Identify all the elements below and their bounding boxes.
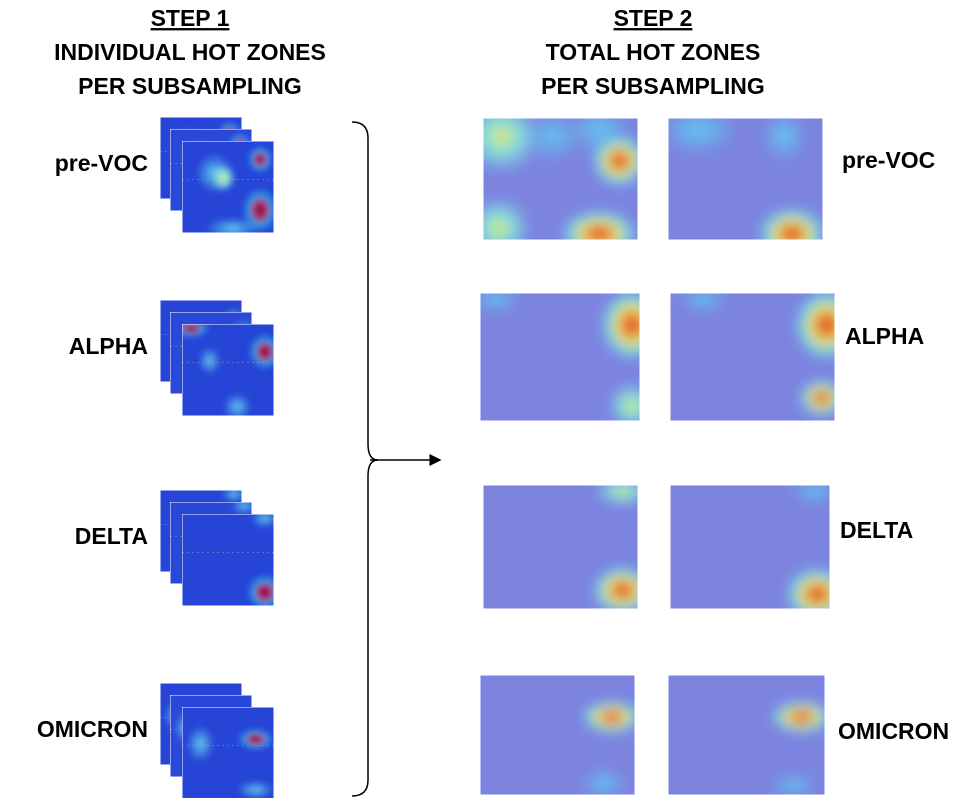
hot-spot [211, 164, 235, 192]
hot-spot [251, 509, 279, 527]
heatmap [660, 106, 826, 261]
hot-spot [678, 287, 728, 313]
step-title: STEP 2 [614, 5, 693, 31]
hot-spot [770, 700, 833, 734]
hot-spot [223, 393, 251, 421]
heatmap [670, 479, 849, 622]
row-label: DELTA [75, 523, 148, 549]
hot-spot [761, 112, 808, 161]
hot-spot [799, 379, 845, 417]
row-label: pre-VOC [842, 147, 935, 173]
hot-spot [770, 773, 817, 797]
hot-spot [187, 725, 215, 762]
hot-spot [199, 347, 221, 375]
hot-spot [561, 210, 639, 259]
heatmap [480, 675, 643, 797]
heatmap [182, 707, 274, 798]
hot-spot [785, 567, 849, 622]
step-subtitle: PER SUBSAMPLING [541, 73, 765, 99]
hot-spot [205, 217, 260, 239]
row-label: ALPHA [845, 323, 924, 349]
hot-spot [472, 287, 520, 313]
row-label: pre-VOC [55, 150, 148, 176]
hot-spot [660, 106, 738, 155]
heatmap [173, 319, 282, 420]
hot-spot [246, 574, 283, 611]
hot-spot [608, 383, 656, 429]
row-label: ALPHA [69, 333, 148, 359]
hot-spot [790, 479, 838, 504]
step-title: STEP 1 [151, 5, 230, 31]
hot-spot [247, 146, 273, 174]
hot-spot [222, 486, 247, 502]
step-subtitle: TOTAL HOT ZONES [546, 39, 761, 65]
heatmap [668, 675, 833, 797]
diagram: STEP 1 INDIVIDUAL HOT ZONES PER SUBSAMPL… [0, 0, 976, 798]
heatmap [182, 141, 279, 239]
heatmap [483, 476, 654, 615]
heatmap [670, 287, 860, 421]
heatmap [182, 509, 283, 610]
hot-spot [592, 566, 654, 616]
hot-spot [237, 728, 274, 750]
hot-spot [581, 769, 628, 798]
hot-spot [581, 700, 643, 734]
hot-spot [600, 289, 664, 361]
row-label: OMICRON [838, 718, 949, 744]
heatmap [463, 100, 647, 259]
row-label: DELTA [840, 517, 913, 543]
hot-spot [248, 333, 281, 370]
hot-spot [595, 476, 651, 506]
hot-spot [525, 112, 581, 161]
hot-spot [468, 197, 530, 258]
step-subtitle: PER SUBSAMPLING [78, 73, 302, 99]
step-subtitle: INDIVIDUAL HOT ZONES [54, 39, 326, 65]
bracket [352, 122, 378, 796]
heatmap [472, 287, 664, 429]
row-label: OMICRON [37, 716, 148, 742]
hot-spot [758, 207, 826, 261]
